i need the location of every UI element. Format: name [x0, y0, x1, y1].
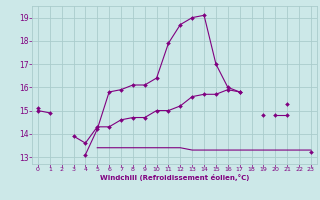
X-axis label: Windchill (Refroidissement éolien,°C): Windchill (Refroidissement éolien,°C) — [100, 174, 249, 181]
